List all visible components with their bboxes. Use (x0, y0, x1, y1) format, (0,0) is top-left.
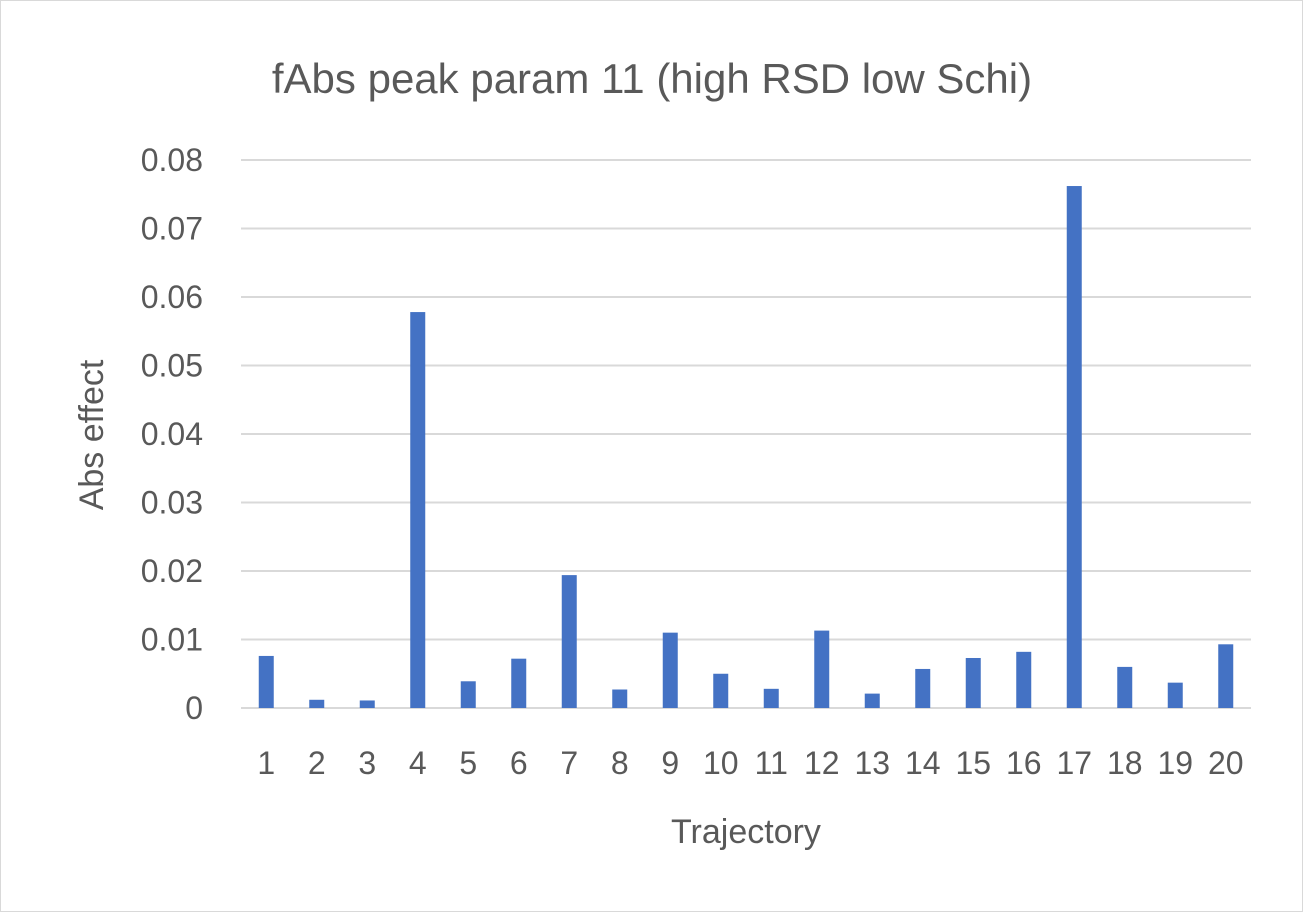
x-axis-title: Trajectory (671, 813, 821, 851)
x-tick-label: 4 (409, 745, 427, 781)
x-tick-label: 17 (1056, 745, 1092, 781)
bar-15 (965, 657, 981, 708)
bar-9 (662, 632, 678, 708)
bar-7 (561, 575, 577, 708)
y-axis-title: Abs effect (73, 359, 111, 510)
y-tick-label: 0.08 (141, 142, 203, 178)
x-tick-label: 9 (661, 745, 679, 781)
x-tick-label: 7 (560, 745, 578, 781)
x-tick-label: 20 (1208, 745, 1244, 781)
x-axis-tick-labels: 1 2 3 4 5 6 7 8 9 10 11 12 13 14 15 16 17 18 19 20 (257, 745, 1243, 781)
bar-19 (1167, 682, 1183, 708)
x-tick-label: 14 (905, 745, 941, 781)
bar-4 (410, 312, 426, 708)
x-tick-label: 12 (804, 745, 840, 781)
x-tick-label: 10 (703, 745, 739, 781)
x-tick-label: 3 (358, 745, 376, 781)
bar-8 (612, 689, 628, 708)
x-tick-label: 5 (459, 745, 477, 781)
x-tick-label: 8 (611, 745, 629, 781)
bars (258, 186, 1234, 708)
y-tick-label: 0.02 (141, 553, 203, 589)
bar-11 (763, 688, 779, 708)
bar-3 (359, 700, 375, 708)
bar-17 (1066, 186, 1082, 708)
y-tick-label: 0.04 (141, 416, 203, 452)
y-tick-label: 0.03 (141, 485, 203, 521)
bar-20 (1218, 644, 1234, 708)
gridlines (241, 159, 1251, 709)
x-tick-label: 2 (308, 745, 326, 781)
x-tick-label: 18 (1107, 745, 1143, 781)
y-tick-label: 0.05 (141, 348, 203, 384)
x-tick-label: 1 (257, 745, 275, 781)
x-tick-label: 11 (755, 745, 788, 781)
bar-2 (309, 699, 325, 708)
bar-16 (1016, 651, 1032, 708)
x-tick-label: 6 (510, 745, 528, 781)
bar-14 (915, 668, 931, 708)
bar-6 (511, 658, 527, 708)
y-tick-label: 0 (185, 690, 203, 726)
bar-10 (713, 673, 729, 708)
y-tick-label: 0.06 (141, 279, 203, 315)
y-tick-label: 0.07 (141, 211, 203, 247)
bar-13 (864, 693, 880, 708)
chart-title: fAbs peak param 11 (high RSD low Schi) (272, 55, 1032, 102)
x-tick-label: 13 (854, 745, 890, 781)
bar-5 (460, 681, 476, 708)
bar-1 (258, 655, 274, 708)
bar-18 (1117, 666, 1133, 708)
y-tick-label: 0.01 (141, 622, 203, 658)
y-axis-tick-labels: 0 0.01 0.02 0.03 0.04 0.05 0.06 0.07 0.08 (141, 142, 203, 726)
x-tick-label: 15 (955, 745, 991, 781)
x-tick-label: 16 (1006, 745, 1042, 781)
x-tick-label: 19 (1157, 745, 1193, 781)
bar-12 (814, 630, 830, 708)
